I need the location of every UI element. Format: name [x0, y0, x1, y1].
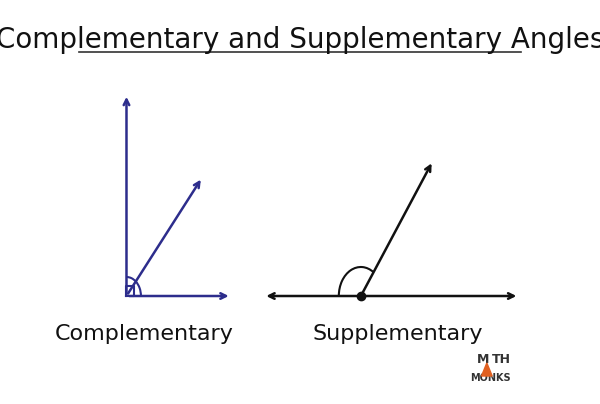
Text: Complementary: Complementary	[55, 324, 233, 344]
Text: Supplementary: Supplementary	[312, 324, 482, 344]
Text: M: M	[476, 353, 489, 366]
Polygon shape	[482, 363, 492, 376]
Text: MONKS: MONKS	[470, 373, 511, 383]
Text: TH: TH	[492, 353, 511, 366]
Text: Complementary and Supplementary Angles: Complementary and Supplementary Angles	[0, 26, 600, 54]
